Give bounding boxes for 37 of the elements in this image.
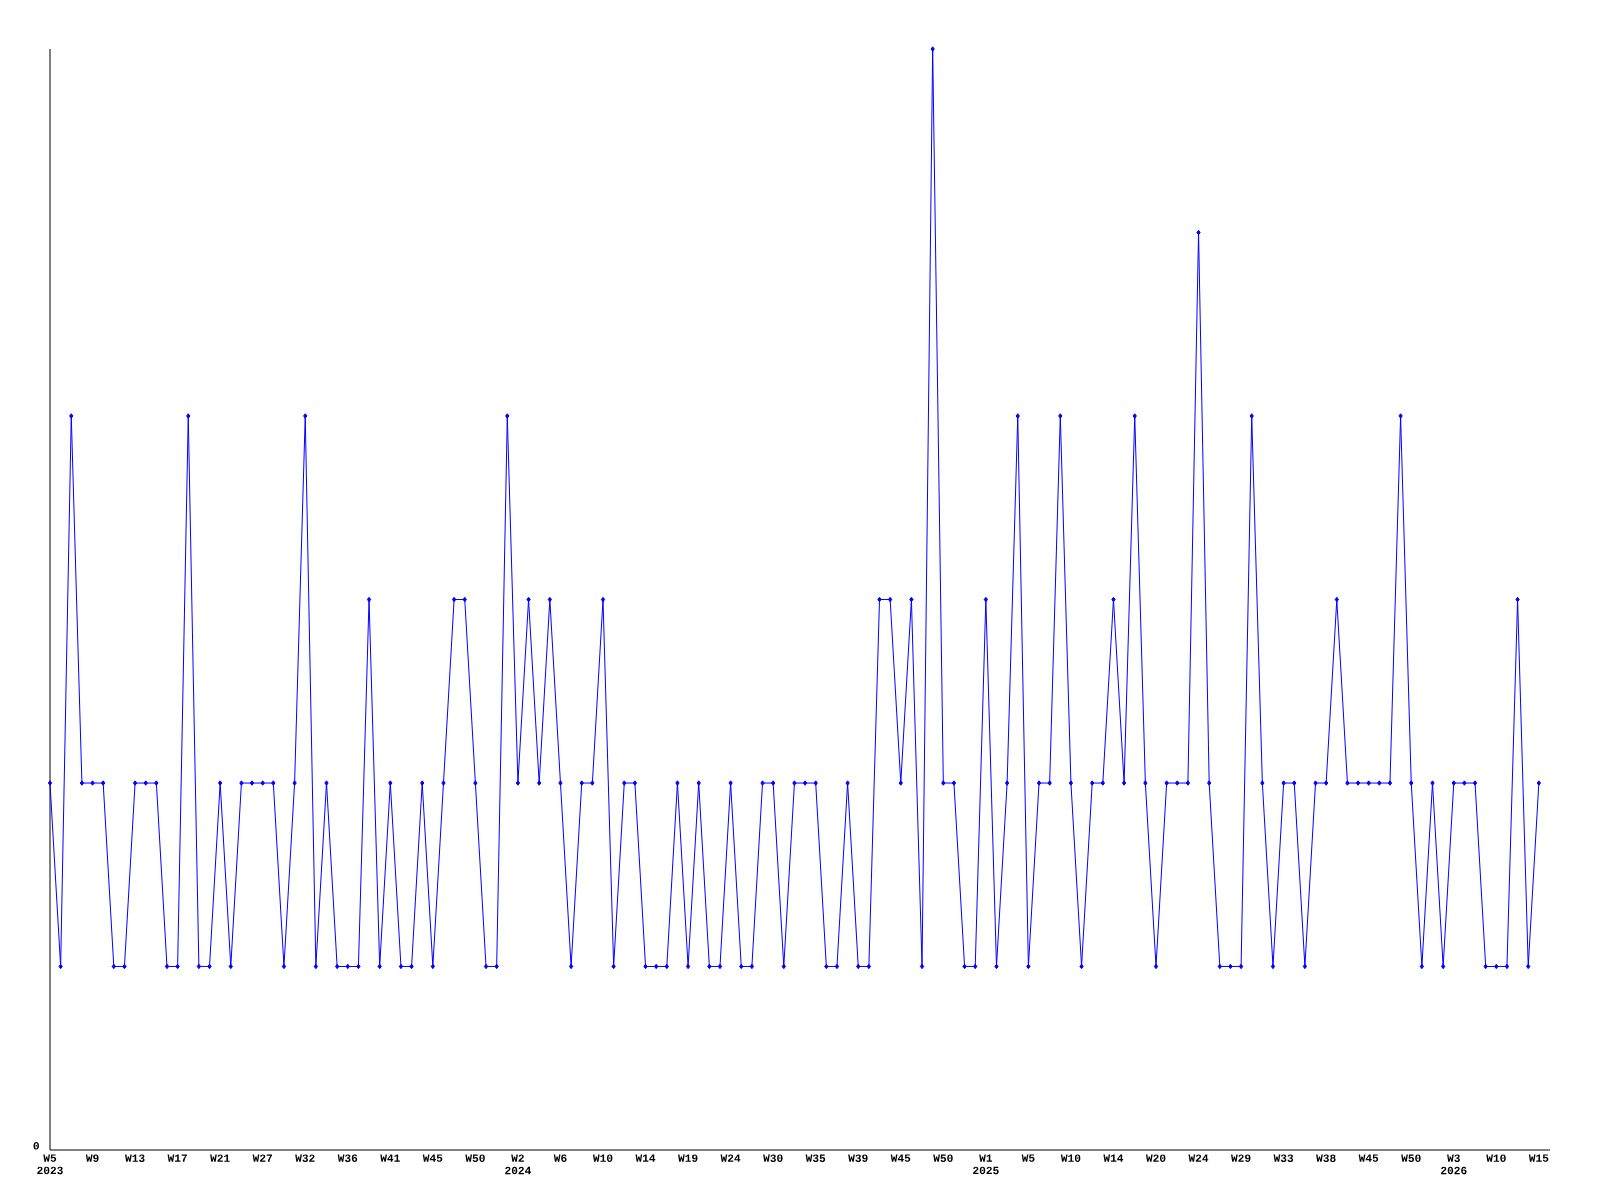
x-tick-label: W50 — [1401, 1154, 1421, 1162]
x-tick-label: W45 — [890, 1154, 911, 1162]
x-tick-label: W41 — [380, 1154, 400, 1162]
x-tick-label: W29 — [1231, 1154, 1251, 1162]
x-tick-label: W13 — [125, 1154, 145, 1162]
x-tick-label: W1 2025 — [973, 1154, 999, 1175]
x-tick-label: W19 — [678, 1154, 698, 1162]
x-tick-label: W3 2026 — [1441, 1154, 1467, 1175]
x-tick-label: W38 — [1316, 1154, 1336, 1162]
x-tick-label: W24 — [1188, 1154, 1209, 1162]
x-tick-label: W30 — [763, 1154, 783, 1162]
x-tick-label: W6 — [553, 1154, 567, 1162]
x-tick-label: W35 — [805, 1154, 826, 1162]
x-tick-label: W36 — [337, 1154, 358, 1162]
x-tick-label: W9 — [85, 1154, 99, 1162]
x-tick-label: W14 — [1103, 1154, 1124, 1162]
x-tick-label: W5 — [1021, 1154, 1035, 1162]
x-tick-label: W39 — [848, 1154, 868, 1162]
x-tick-label: W10 — [1486, 1154, 1506, 1162]
x-tick-label: W45 — [422, 1154, 443, 1162]
x-tick-label: W5 2023 — [37, 1154, 63, 1175]
x-tick-label: W20 — [1145, 1154, 1166, 1162]
x-tick-label: W17 — [167, 1154, 187, 1162]
x-tick-label: W10 — [592, 1154, 613, 1162]
x-tick-label: W10 — [1060, 1154, 1081, 1162]
x-tick-label: W45 — [1358, 1154, 1379, 1162]
x-tick-label: W2 2024 — [505, 1154, 531, 1175]
x-tick-label: W50 — [465, 1154, 485, 1162]
x-tick-label: W14 — [635, 1154, 656, 1162]
x-tick-label: W15 — [1528, 1154, 1549, 1162]
x-tick-label: W33 — [1273, 1154, 1294, 1162]
x-tick-label: W27 — [252, 1154, 272, 1162]
x-tick-label: W32 — [295, 1154, 315, 1162]
x-tick-label: W24 — [720, 1154, 741, 1162]
x-tick-label: W50 — [933, 1154, 953, 1162]
text: 0 — [33, 1142, 39, 1150]
x-tick-label: W21 — [210, 1154, 230, 1162]
